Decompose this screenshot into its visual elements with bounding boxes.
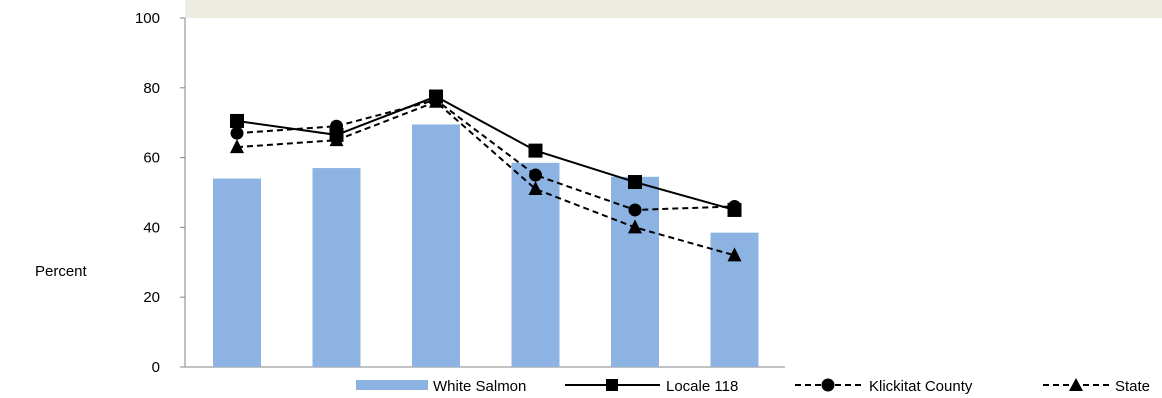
y-axis-label: Percent xyxy=(35,263,88,280)
y-tick-label: 20 xyxy=(143,289,160,306)
point-locale-118 xyxy=(528,143,543,158)
y-tick-label: 0 xyxy=(152,359,160,376)
point-state xyxy=(329,132,344,147)
bar-white-salmon xyxy=(412,124,460,367)
point-locale-118 xyxy=(230,113,244,128)
point-klickitat-county xyxy=(529,168,542,182)
y-ticks: 0 20 40 60 80 100 xyxy=(135,10,185,376)
series-lines xyxy=(230,89,742,262)
bars xyxy=(213,124,759,367)
point-klickitat-county xyxy=(628,203,642,217)
point-klickitat-county xyxy=(330,119,343,133)
legend-marker-locale xyxy=(606,379,618,391)
legend-marker-county xyxy=(821,378,835,392)
point-state xyxy=(528,181,543,196)
header-band xyxy=(185,0,1162,18)
bar-white-salmon xyxy=(213,178,261,367)
legend-label-county: Klickitat County xyxy=(869,378,973,395)
legend-label-state: State xyxy=(1115,378,1150,395)
y-tick-label: 100 xyxy=(135,10,160,27)
bar-white-salmon xyxy=(511,162,560,367)
point-state xyxy=(727,247,742,262)
point-klickitat-county xyxy=(728,199,741,213)
series-line-klickitat-county xyxy=(236,98,735,211)
legend-label-white-salmon: White Salmon xyxy=(433,378,526,395)
point-locale-118 xyxy=(628,175,642,190)
legend-marker-state xyxy=(1069,378,1083,391)
legend-swatch-white-salmon xyxy=(356,380,428,390)
point-state xyxy=(628,219,642,234)
point-state xyxy=(230,139,244,154)
series-line-locale-118 xyxy=(236,95,735,211)
point-state xyxy=(429,93,443,108)
point-klickitat-county xyxy=(230,126,244,140)
series-line-state xyxy=(236,100,735,257)
y-tick-label: 40 xyxy=(143,219,160,236)
y-tick-label: 80 xyxy=(143,80,160,97)
legend-label-locale: Locale 118 xyxy=(666,378,738,395)
legend: White Salmon Locale 118 Klickitat County… xyxy=(356,378,1150,395)
y-tick-label: 60 xyxy=(143,150,160,167)
bar-white-salmon xyxy=(312,168,361,367)
